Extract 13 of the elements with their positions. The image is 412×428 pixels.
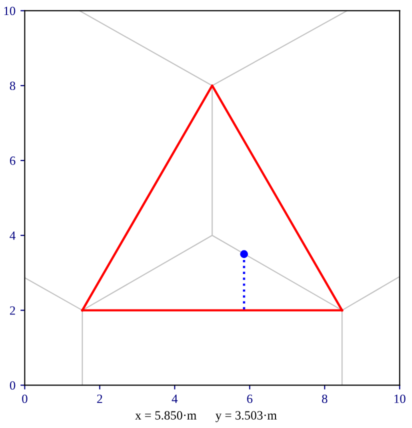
x-tick-label: 6	[247, 394, 252, 404]
y-tick-label: 2	[10, 306, 16, 315]
x-tick-label: 0	[22, 394, 28, 404]
y-tick-label: 10	[4, 6, 16, 16]
text: x = 5.850·m y = 3.503·m	[135, 411, 277, 422]
x-tick-label: 2	[97, 394, 102, 403]
y-tick-label: 0	[10, 381, 16, 390]
x-tick-label: 4	[172, 394, 178, 403]
x-tick-label: 10	[394, 394, 406, 404]
y-tick-label: 4	[10, 232, 16, 240]
x-tick-label: 8	[322, 394, 328, 404]
y-tick-label: 6	[10, 156, 16, 165]
y-tick-label: 8	[10, 82, 16, 90]
